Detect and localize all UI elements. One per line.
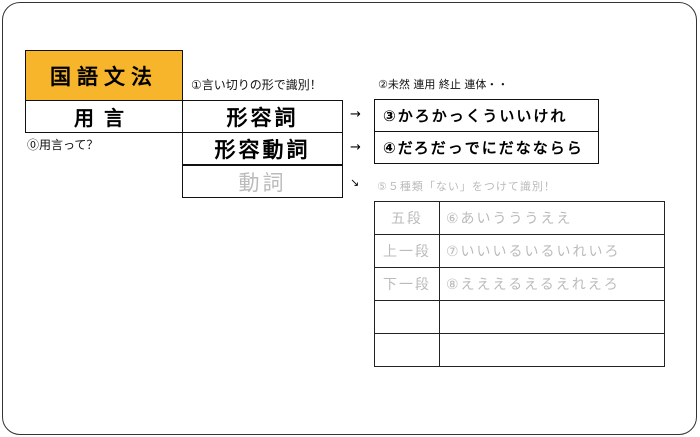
verb-conjugation	[439, 333, 665, 367]
verb-kind: 五段	[374, 201, 440, 235]
type-adjective: 形容詞	[182, 100, 343, 133]
note-1: ①言い切りの形で識別！	[191, 78, 322, 92]
note-5: ⑤５種類「ない」をつけて識別！	[377, 180, 556, 193]
table-row: 五段 ⑥あいうううええ	[374, 201, 665, 235]
table-row: 下一段 ⑧えええるえるえれえろ	[374, 267, 665, 301]
arrow-right: →	[350, 140, 361, 155]
yogen-heading: 用言	[25, 100, 183, 133]
page-title: 国語文法	[25, 50, 183, 101]
type-verb: 動詞	[182, 165, 343, 198]
arrow-right: →	[350, 107, 361, 122]
question-0: ⓪用言って？	[27, 138, 99, 152]
table-row	[374, 333, 665, 367]
note-2: ②未然 連用 終止 連体・・	[378, 78, 509, 91]
verb-kind	[374, 300, 440, 334]
arrow-down-right: ↘	[350, 176, 360, 189]
verb-kind	[374, 333, 440, 367]
verb-conjugation	[439, 300, 665, 334]
verb-conjugation: ⑦いいいるいるいれいろ	[439, 234, 665, 268]
type-adjectival-verb: 形容動詞	[182, 132, 343, 165]
verb-conjugation: ⑧えええるえるえれえろ	[439, 267, 665, 301]
adjective-conjugation: ③かろかっくういいけれ	[374, 99, 599, 132]
table-row: 上一段 ⑦いいいるいるいれいろ	[374, 234, 665, 268]
verb-conjugation-table: 五段 ⑥あいうううええ 上一段 ⑦いいいるいるいれいろ 下一段 ⑧えええるえるえれえろ	[374, 201, 665, 367]
verb-conjugation: ⑥あいうううええ	[439, 201, 665, 235]
table-row	[374, 300, 665, 334]
verb-kind: 下一段	[374, 267, 440, 301]
adjectival-verb-conjugation: ④だろだっでにだなならら	[374, 131, 599, 164]
verb-kind: 上一段	[374, 234, 440, 268]
